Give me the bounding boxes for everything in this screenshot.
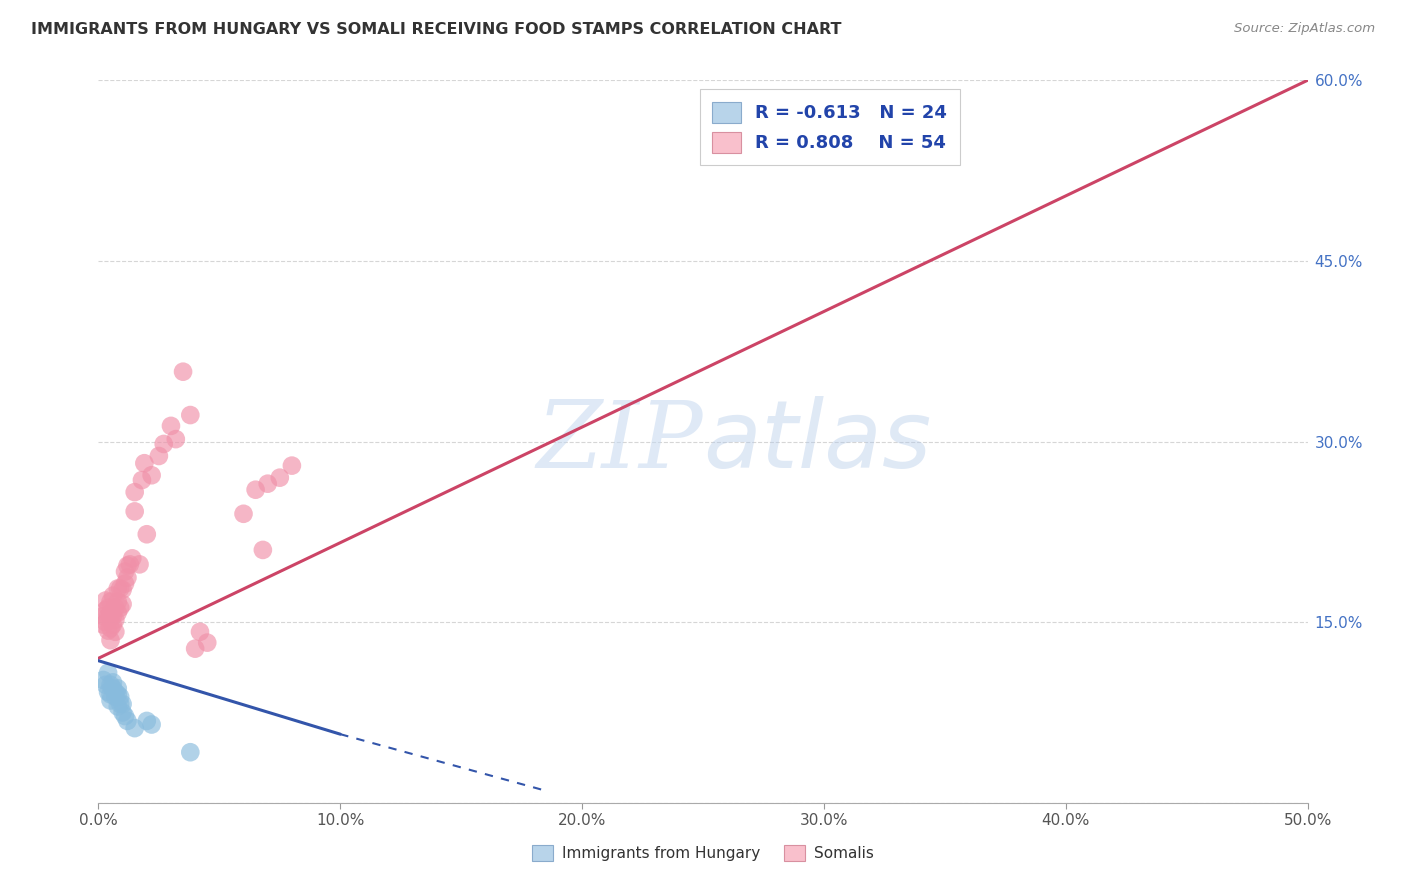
Text: Source: ZipAtlas.com: Source: ZipAtlas.com (1234, 22, 1375, 36)
Point (100, 607, 122, 621)
Point (97, 624, 120, 638)
Point (108, 600, 131, 615)
Point (165, 432, 187, 446)
Point (141, 717, 163, 731)
Point (135, 714, 157, 728)
Point (100, 609, 122, 624)
Point (107, 595, 129, 609)
Point (97, 685, 120, 699)
Point (94, 593, 117, 607)
Point (91, 617, 114, 632)
Point (141, 468, 163, 483)
Point (117, 714, 139, 728)
Point (101, 617, 124, 632)
Text: atlas: atlas (703, 396, 931, 487)
Point (134, 456, 156, 470)
Point (108, 697, 131, 711)
Text: ZIP: ZIP (536, 397, 703, 486)
Point (108, 582, 131, 596)
Point (111, 697, 134, 711)
Point (104, 613, 127, 627)
Point (114, 709, 136, 723)
Point (128, 558, 150, 572)
Point (160, 418, 183, 433)
Point (107, 699, 129, 714)
Point (148, 449, 170, 463)
Point (94, 603, 117, 617)
Point (245, 483, 267, 497)
Point (269, 470, 291, 484)
Point (100, 678, 122, 692)
Point (188, 624, 211, 639)
Point (101, 675, 124, 690)
Text: IMMIGRANTS FROM HUNGARY VS SOMALI RECEIVING FOOD STAMPS CORRELATION CHART: IMMIGRANTS FROM HUNGARY VS SOMALI RECEIV… (31, 22, 841, 37)
Point (104, 690, 127, 704)
Point (94, 678, 117, 692)
Point (101, 609, 124, 624)
Point (117, 571, 139, 585)
Point (179, 745, 201, 759)
Point (114, 576, 136, 591)
Point (104, 624, 127, 639)
Point (97, 600, 120, 615)
Point (91, 673, 114, 687)
Point (100, 693, 122, 707)
Point (94, 615, 117, 630)
Point (121, 551, 143, 566)
Point (135, 527, 157, 541)
Point (117, 558, 139, 573)
Point (114, 565, 136, 579)
Point (111, 582, 134, 597)
Point (124, 721, 146, 735)
Point (195, 635, 218, 649)
Point (118, 558, 141, 572)
Point (252, 542, 274, 557)
Point (179, 408, 201, 422)
Point (101, 681, 124, 696)
Point (104, 685, 127, 699)
Point (107, 582, 129, 596)
Point (107, 687, 129, 701)
Point (232, 507, 254, 521)
Point (124, 504, 146, 518)
Point (91, 609, 114, 624)
Legend: Immigrants from Hungary, Somalis: Immigrants from Hungary, Somalis (526, 839, 880, 867)
Point (124, 485, 146, 500)
Point (100, 687, 122, 701)
Point (152, 437, 174, 451)
Point (100, 595, 122, 609)
Point (97, 665, 120, 680)
Point (256, 476, 278, 491)
Point (97, 609, 120, 624)
Point (104, 600, 127, 615)
Point (101, 589, 124, 603)
Point (172, 365, 194, 379)
Point (111, 597, 134, 611)
Point (111, 706, 134, 720)
Point (281, 458, 304, 473)
Point (131, 473, 153, 487)
Point (100, 621, 122, 635)
Point (184, 641, 207, 656)
Point (108, 690, 131, 704)
Point (100, 633, 122, 648)
Point (107, 606, 129, 620)
Point (107, 681, 129, 696)
